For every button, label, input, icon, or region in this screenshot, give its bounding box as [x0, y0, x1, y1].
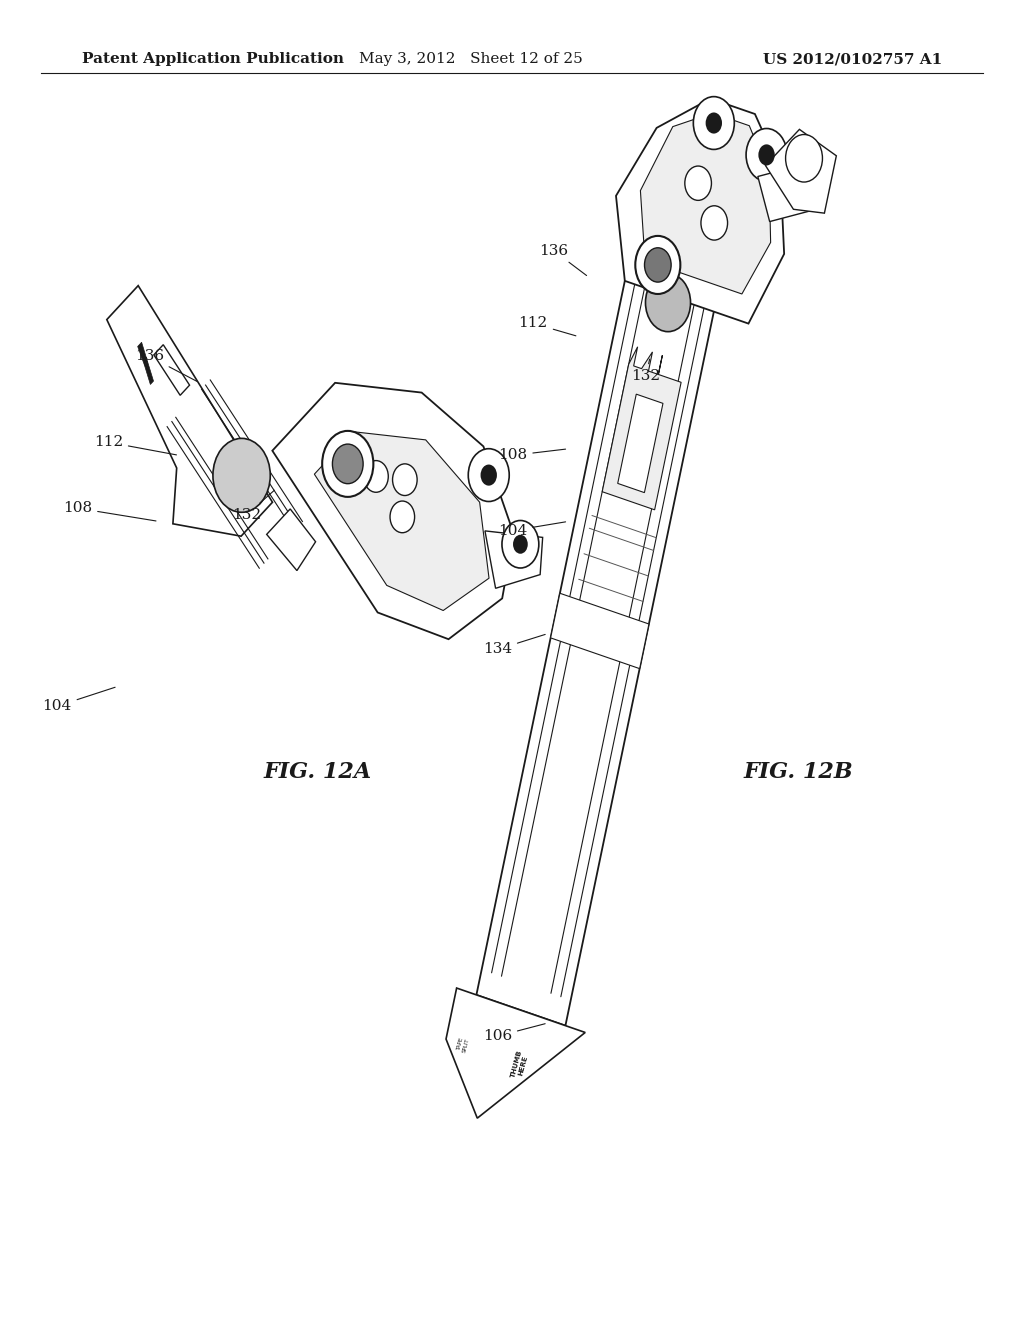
Circle shape — [364, 461, 388, 492]
Circle shape — [759, 144, 775, 165]
Polygon shape — [272, 383, 514, 639]
Circle shape — [502, 520, 539, 568]
Text: 108: 108 — [499, 449, 565, 462]
Polygon shape — [485, 531, 543, 589]
Text: 112: 112 — [93, 436, 176, 455]
Text: FIG. 12B: FIG. 12B — [743, 762, 854, 783]
Polygon shape — [137, 342, 147, 366]
Text: 136: 136 — [135, 350, 198, 381]
Polygon shape — [446, 989, 585, 1118]
Circle shape — [685, 166, 712, 201]
Circle shape — [333, 444, 364, 483]
Polygon shape — [602, 347, 681, 510]
Text: 104: 104 — [498, 521, 565, 537]
Polygon shape — [266, 510, 315, 570]
Circle shape — [513, 535, 527, 554]
Polygon shape — [144, 362, 154, 384]
Circle shape — [706, 112, 722, 133]
Polygon shape — [476, 230, 724, 1026]
Polygon shape — [314, 432, 489, 611]
Circle shape — [323, 430, 374, 496]
Text: TAPE
SPLIT: TAPE SPLIT — [456, 1036, 470, 1053]
Circle shape — [701, 206, 728, 240]
Circle shape — [480, 465, 497, 486]
Circle shape — [392, 463, 417, 495]
Circle shape — [390, 502, 415, 533]
Polygon shape — [616, 99, 784, 323]
Circle shape — [213, 438, 270, 512]
Circle shape — [468, 449, 509, 502]
Polygon shape — [106, 285, 272, 536]
Polygon shape — [640, 114, 771, 294]
Circle shape — [645, 273, 690, 331]
Text: May 3, 2012   Sheet 12 of 25: May 3, 2012 Sheet 12 of 25 — [359, 53, 583, 66]
Polygon shape — [758, 165, 814, 222]
Text: THUMB
HERE: THUMB HERE — [510, 1049, 530, 1080]
Text: 134: 134 — [483, 635, 545, 656]
Text: US 2012/0102757 A1: US 2012/0102757 A1 — [763, 53, 942, 66]
Text: 132: 132 — [232, 490, 274, 521]
Text: 104: 104 — [42, 688, 115, 713]
Circle shape — [644, 248, 671, 282]
Text: FIG. 12A: FIG. 12A — [263, 762, 372, 783]
Circle shape — [785, 135, 822, 182]
Text: 106: 106 — [482, 1024, 545, 1043]
Circle shape — [746, 128, 787, 181]
Text: 112: 112 — [518, 317, 575, 335]
Text: 136: 136 — [540, 244, 587, 276]
Polygon shape — [154, 345, 189, 395]
Circle shape — [635, 236, 680, 294]
Polygon shape — [551, 593, 649, 669]
Text: Patent Application Publication: Patent Application Publication — [82, 53, 344, 66]
Polygon shape — [765, 129, 837, 213]
Text: 108: 108 — [63, 502, 156, 521]
Polygon shape — [617, 395, 663, 492]
Text: 132: 132 — [632, 359, 660, 383]
Circle shape — [693, 96, 734, 149]
